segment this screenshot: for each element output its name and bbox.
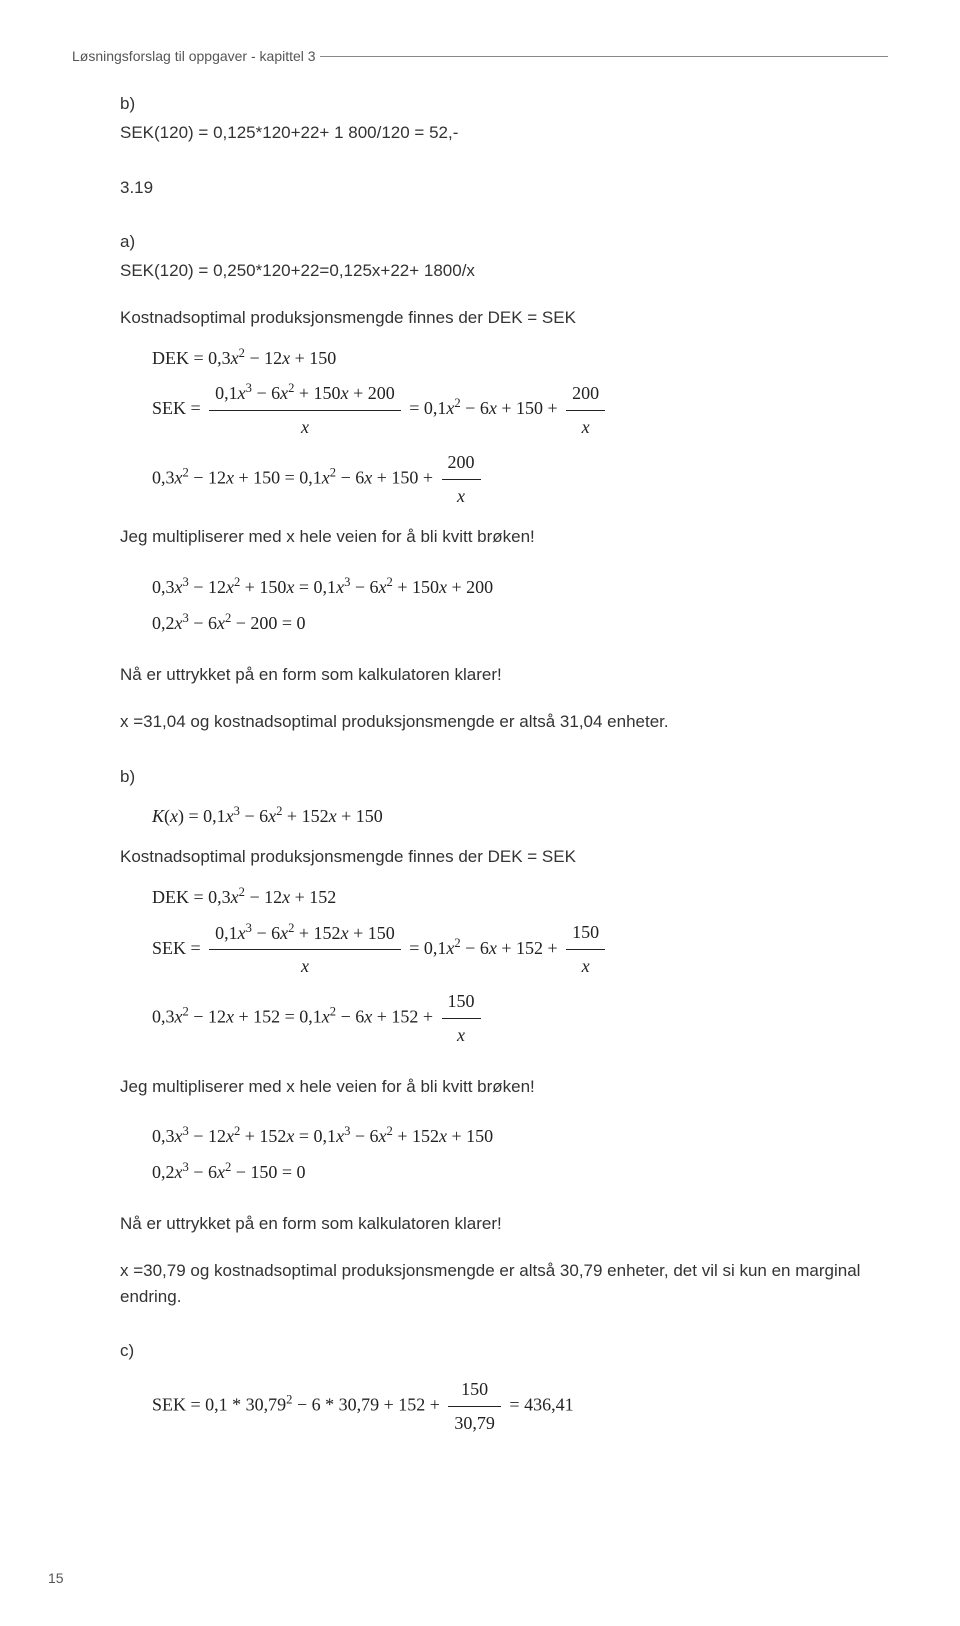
b2-text2: Jeg multipliserer med x hele veien for å… xyxy=(120,1074,864,1100)
b2-eq3: SEK = 0,1x3 − 6x2 + 152x + 150 x = 0,1x2… xyxy=(152,918,864,982)
header-title: Løsningsforslag til oppgaver - kapittel … xyxy=(72,48,316,64)
a-text5: x =31,04 og kostnadsoptimal produksjonsm… xyxy=(120,709,864,735)
b2-text4: x =30,79 og kostnadsoptimal produksjonsm… xyxy=(120,1258,864,1309)
a-line1: SEK(120) = 0,250*120+22=0,125x+22+ 1800/… xyxy=(120,258,864,284)
a-line2: Kostnadsoptimal produksjonsmengde finnes… xyxy=(120,305,864,331)
page-number: 15 xyxy=(48,1570,64,1586)
b2-text1: Kostnadsoptimal produksjonsmengde finnes… xyxy=(120,844,864,870)
c-eq: SEK = 0,1 * 30,792 − 6 * 30,79 + 152 + 1… xyxy=(152,1375,864,1438)
part-b1-label: b) xyxy=(120,94,864,114)
part-c-label: c) xyxy=(120,1341,864,1361)
b2-eq5: 0,3x3 − 12x2 + 152x = 0,1x3 − 6x2 + 152x… xyxy=(152,1121,864,1151)
a-eq1: DEK = 0,3x2 − 12x + 150 xyxy=(152,343,864,373)
a-text4: Nå er uttrykket på en form som kalkulato… xyxy=(120,662,864,688)
section-319-label: 3.19 xyxy=(120,178,864,198)
a-eq4: 0,3x3 − 12x2 + 150x = 0,1x3 − 6x2 + 150x… xyxy=(152,572,864,602)
page-header: Løsningsforslag til oppgaver - kapittel … xyxy=(72,48,888,64)
b2-eq1: K(x) = 0,1x3 − 6x2 + 152x + 150 xyxy=(152,801,864,831)
a-text3: Jeg multipliserer med x hele veien for å… xyxy=(120,524,864,550)
header-rule xyxy=(320,56,888,57)
b2-eq6: 0,2x3 − 6x2 − 150 = 0 xyxy=(152,1157,864,1187)
a-eq2: SEK = 0,1x3 − 6x2 + 150x + 200 x = 0,1x2… xyxy=(152,378,864,442)
b2-eq4: 0,3x2 − 12x + 152 = 0,1x2 − 6x + 152 + 1… xyxy=(152,987,864,1050)
a-eq3: 0,3x2 − 12x + 150 = 0,1x2 − 6x + 150 + 2… xyxy=(152,448,864,511)
page-content: b) SEK(120) = 0,125*120+22+ 1 800/120 = … xyxy=(72,94,888,1438)
b2-text3: Nå er uttrykket på en form som kalkulato… xyxy=(120,1211,864,1237)
b2-eq2: DEK = 0,3x2 − 12x + 152 xyxy=(152,882,864,912)
b1-line1: SEK(120) = 0,125*120+22+ 1 800/120 = 52,… xyxy=(120,120,864,146)
part-b2-label: b) xyxy=(120,767,864,787)
a-eq5: 0,2x3 − 6x2 − 200 = 0 xyxy=(152,608,864,638)
part-a-label: a) xyxy=(120,232,864,252)
